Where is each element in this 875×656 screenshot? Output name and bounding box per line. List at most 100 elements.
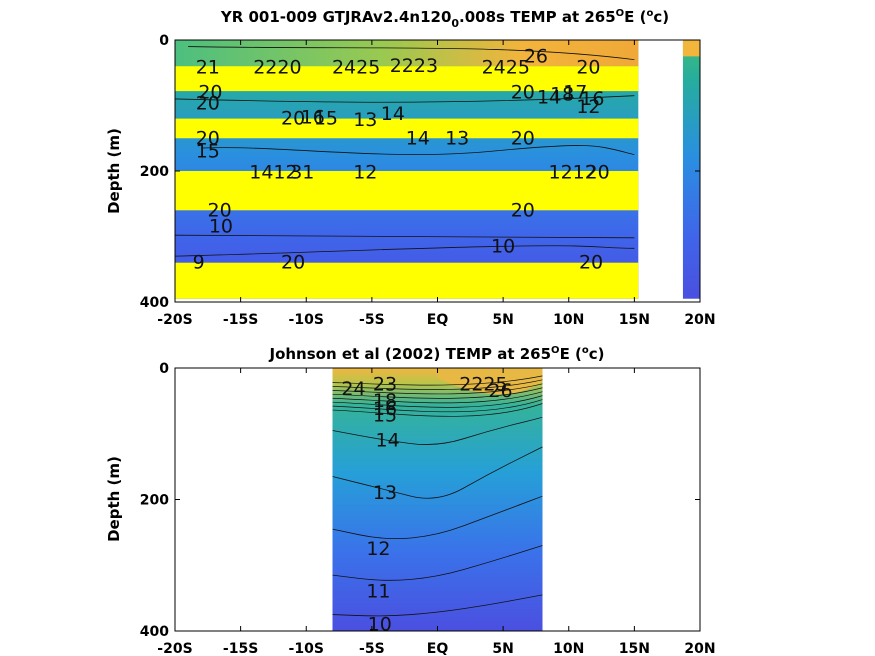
- contour-label: 2225: [459, 373, 507, 395]
- contour-label: 26: [524, 45, 548, 67]
- y-tick-label: 200: [140, 493, 169, 509]
- contour-label: 20: [196, 93, 220, 115]
- contour-label: 10: [368, 613, 392, 635]
- contour-label: 12: [353, 161, 377, 183]
- isotherm-11: [332, 545, 543, 581]
- contour-label: 20: [196, 127, 220, 149]
- contour-label: 20: [198, 81, 222, 103]
- thermocline-line: [332, 391, 543, 404]
- x-tick-label: 5N: [492, 641, 513, 656]
- x-tick-label: 10N: [553, 641, 584, 656]
- y-tick-label: 400: [140, 295, 169, 311]
- contour-label: 2223: [390, 55, 438, 77]
- thermocline-line: [332, 399, 543, 413]
- contour-label: 23: [373, 373, 397, 395]
- contour-label: 20: [208, 199, 232, 221]
- panel-top-ticks: -20S -15S -10S -5S EQ 5N 10N 15N 20N 0 200 400: [140, 33, 716, 328]
- contour-label: 1412: [249, 161, 297, 183]
- x-tick-label: EQ: [427, 641, 449, 656]
- x-tick-label: -20S: [157, 641, 192, 656]
- isotherm-13: [332, 446, 543, 499]
- x-tick-label: -15S: [223, 641, 258, 656]
- panel-bottom-ylabel: Depth (m): [105, 456, 123, 542]
- x-tick-label: 15N: [619, 312, 650, 328]
- isotherm-12: [332, 495, 543, 540]
- contour-label: 24: [341, 378, 365, 400]
- contour-line: [201, 145, 635, 156]
- contour-label: 11: [366, 581, 390, 603]
- contour-line: [188, 46, 635, 61]
- contour-label: 20: [511, 199, 535, 221]
- contour-label: 31: [290, 161, 314, 183]
- x-tick-label: -5S: [359, 641, 385, 656]
- contour-label: 13: [445, 127, 469, 149]
- x-tick-label: -5S: [359, 312, 385, 328]
- x-tick-label: 5N: [492, 312, 513, 328]
- artifact-band: [175, 66, 639, 92]
- panel-top-field: [175, 40, 700, 299]
- panel-bottom-contour-lines: [332, 375, 543, 617]
- y-tick-label: 400: [140, 624, 169, 640]
- panel-top-ylabel: Depth (m): [105, 128, 123, 214]
- contour-label: 15: [314, 108, 338, 130]
- contour-label: 17: [563, 81, 587, 103]
- thermocline-line: [332, 383, 543, 395]
- contour-line: [174, 245, 635, 257]
- contour-label: 20: [511, 127, 535, 149]
- contour-label: 14: [381, 103, 405, 125]
- contour-label: 18: [373, 390, 397, 412]
- contour-label: 26: [488, 380, 512, 402]
- isotherm-14: [332, 416, 543, 445]
- contour-label: 20: [281, 252, 305, 274]
- panel-top-contour-lines: [174, 46, 635, 257]
- artifact-band: [175, 262, 639, 299]
- x-tick-label: 20N: [684, 312, 715, 328]
- contour-label: 14: [406, 127, 430, 149]
- contour-label: 16: [301, 106, 325, 128]
- contour-label: 2425: [332, 57, 380, 79]
- x-tick-label: 10N: [553, 312, 584, 328]
- contour-label: 2220: [253, 57, 301, 79]
- field-east-strip-warm: [682, 40, 700, 57]
- contour-label: 15: [373, 404, 397, 426]
- x-tick-label: -20S: [157, 312, 192, 328]
- isotherm-10: [332, 594, 543, 617]
- contour-label: 14: [376, 429, 400, 451]
- contour-label: 15: [196, 140, 220, 162]
- thermocline-line: [332, 403, 543, 417]
- panel-bottom-ticks: -20S -15S -10S -5S EQ 5N 10N 15N 20N 0 200 400: [140, 361, 716, 656]
- contour-label: 21: [196, 57, 220, 79]
- thermocline-line: [332, 387, 543, 399]
- contour-label: 16: [373, 398, 397, 420]
- contour-label: 20: [579, 252, 603, 274]
- panel-bottom-title: Johnson et al (2002) TEMP at 265OE (oc): [268, 345, 604, 363]
- y-tick-label: 0: [159, 33, 169, 49]
- artifact-band: [175, 171, 639, 211]
- x-tick-label: -10S: [289, 312, 324, 328]
- field-warm-lens: [437, 368, 543, 395]
- panel-top-title: YR 001-009 GTJRAv2.4n1200.008s TEMP at 2…: [220, 8, 669, 30]
- contour-label: 10: [209, 216, 233, 238]
- y-tick-label: 0: [159, 361, 169, 377]
- contour-label: 20: [511, 81, 535, 103]
- contour-label: 18: [550, 83, 574, 105]
- contour-label: 14: [537, 87, 561, 109]
- contour-label: 12: [366, 538, 390, 560]
- x-tick-label: 15N: [619, 641, 650, 656]
- x-tick-label: -10S: [289, 641, 324, 656]
- x-tick-label: -15S: [223, 312, 258, 328]
- contour-label: 1212: [549, 161, 597, 183]
- field-east-strip: [682, 40, 700, 299]
- contour-label: 16: [580, 88, 604, 110]
- y-tick-label: 200: [140, 164, 169, 180]
- contour-label: 20: [576, 57, 600, 79]
- x-tick-label: 20N: [684, 641, 715, 656]
- artifact-band: [175, 118, 639, 139]
- thermocline-line: [332, 379, 543, 390]
- contour-line: [174, 95, 635, 103]
- thermocline-line: [332, 395, 543, 408]
- contour-label: 13: [353, 109, 377, 131]
- thermocline-line: [332, 375, 543, 386]
